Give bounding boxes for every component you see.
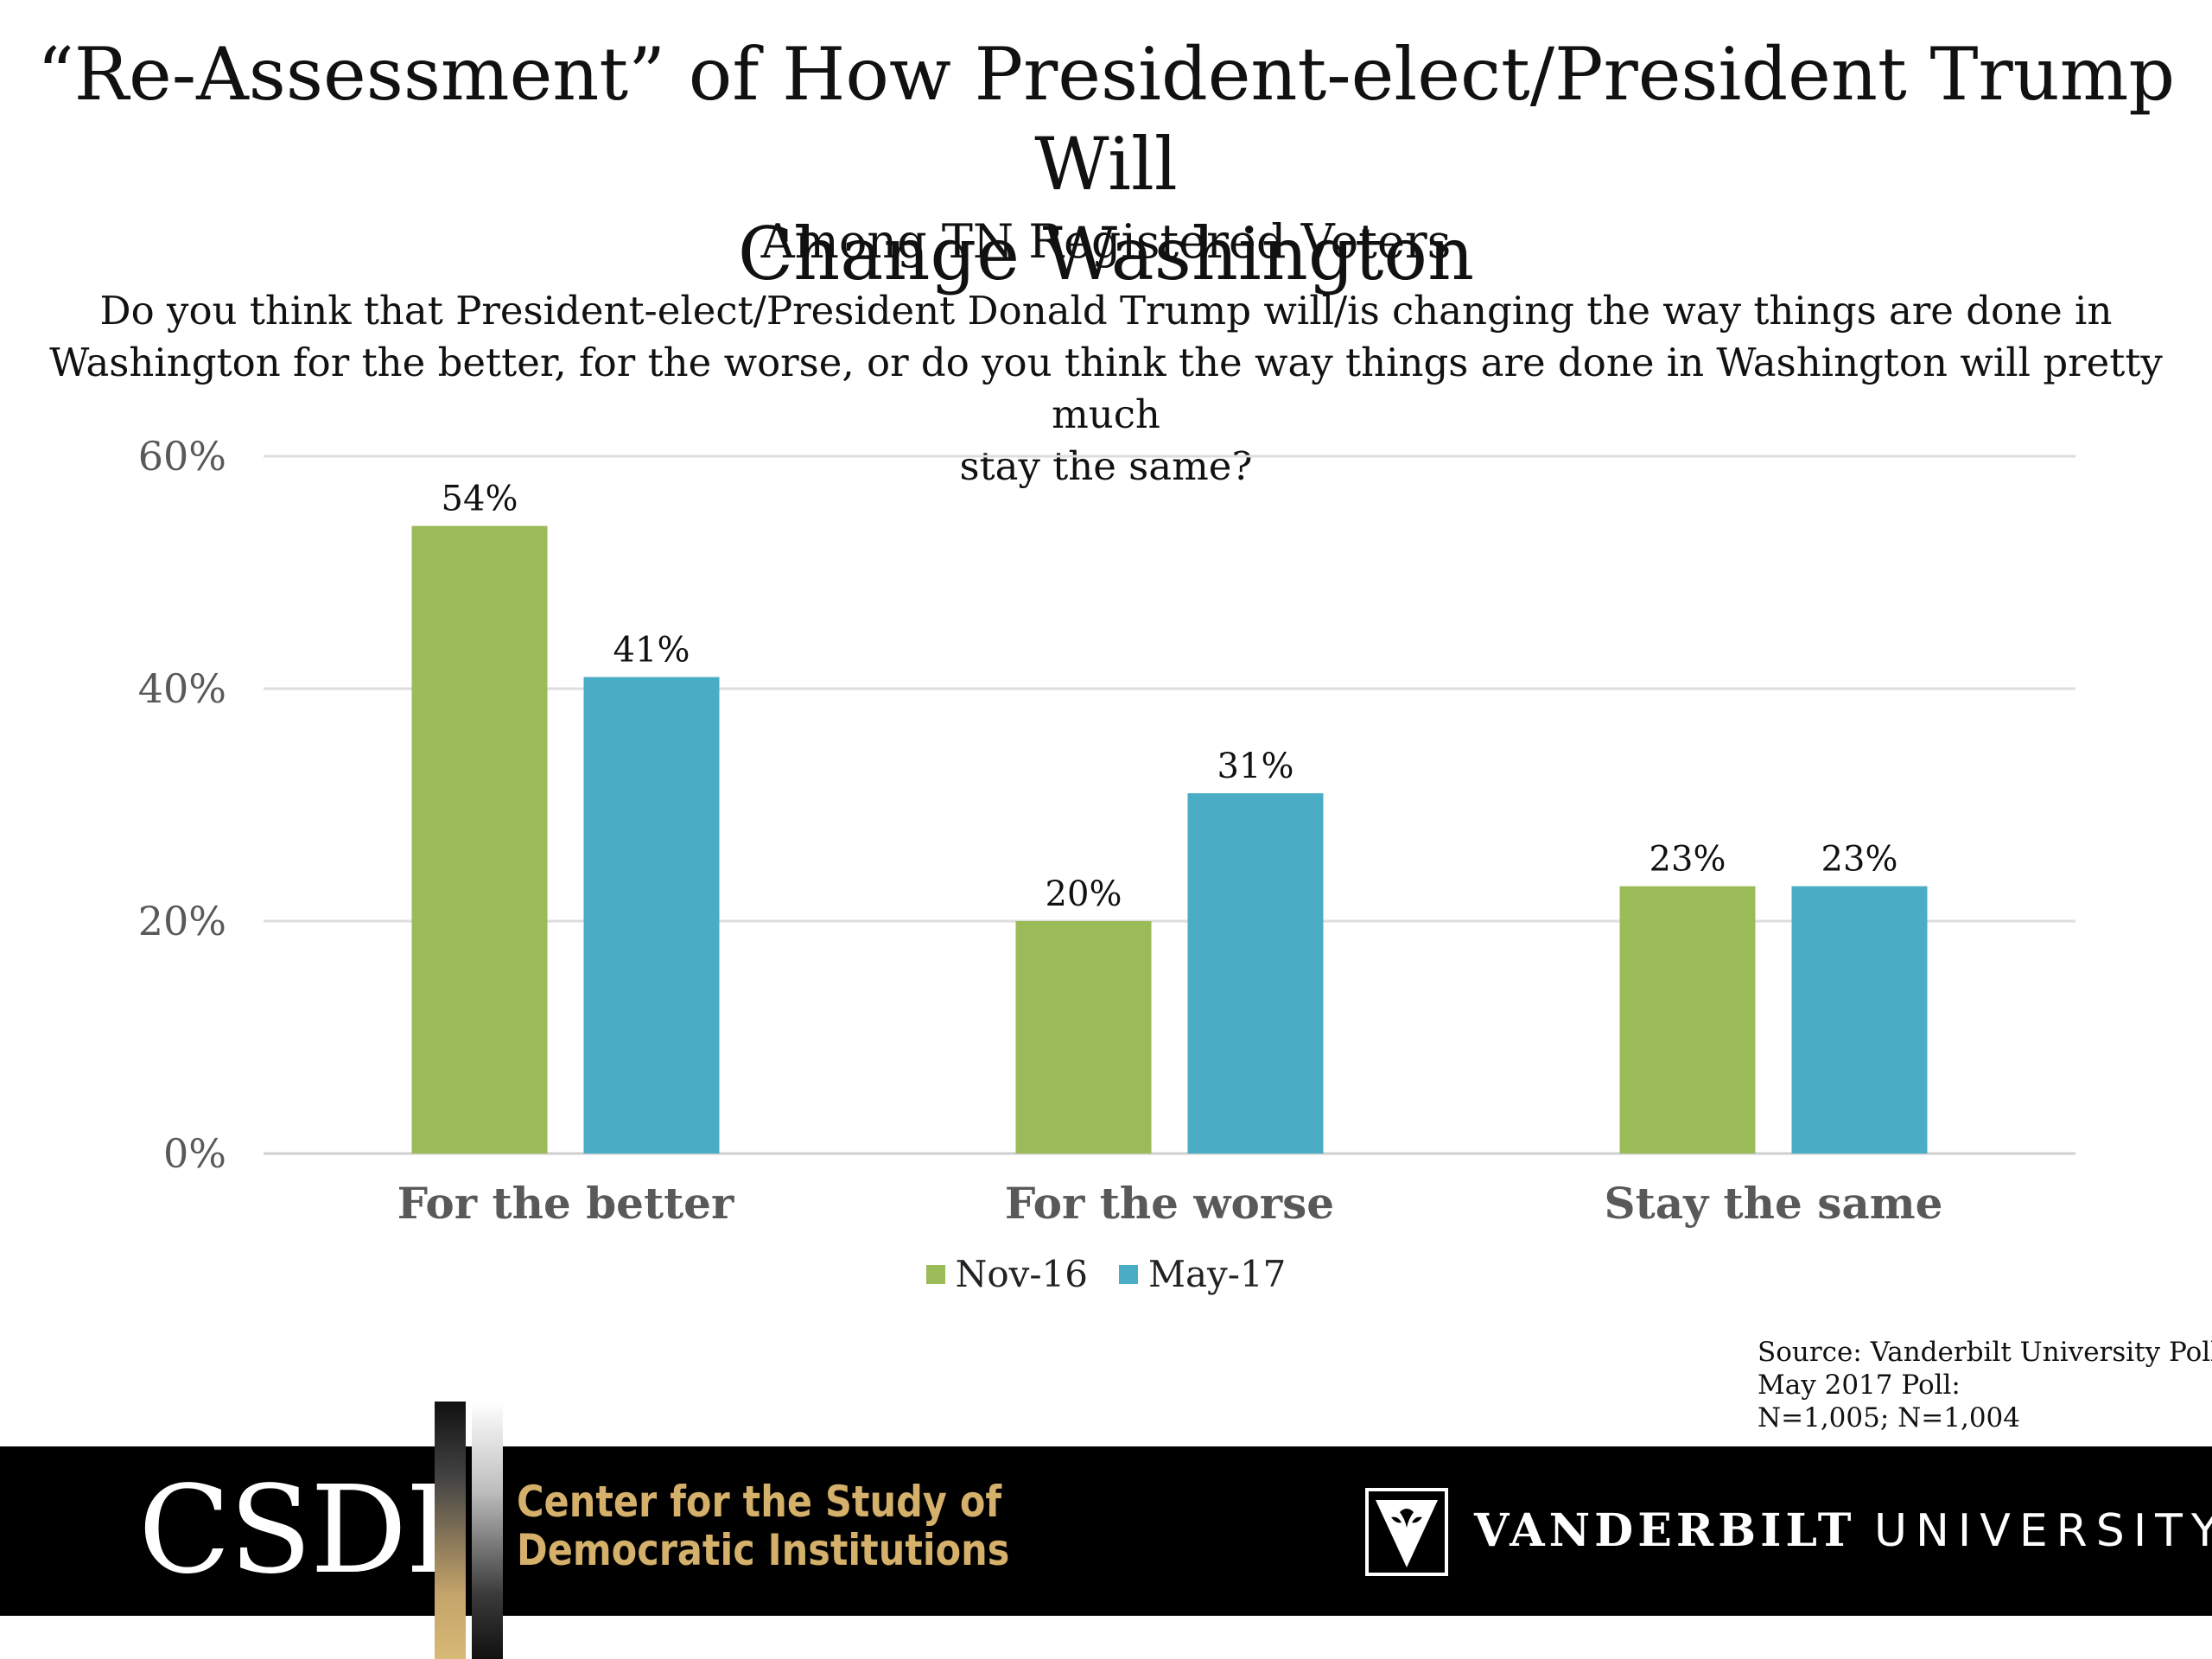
- vanderbilt-shield-icon: [1365, 1488, 1448, 1576]
- legend-item-may-17: May-17: [1118, 1253, 1287, 1295]
- bar-for-the-worse-nov-16: [1015, 921, 1152, 1154]
- legend-item-nov-16: Nov-16: [925, 1253, 1088, 1295]
- legend-label-may-17: May-17: [1147, 1253, 1287, 1295]
- question-line-2: Washington for the better, for the worse…: [49, 340, 2163, 437]
- vanderbilt-wordmark: VANDERBILT UNIVERSITY: [1474, 1504, 2212, 1558]
- legend-swatch-nov-16: [925, 1264, 945, 1284]
- legend-swatch-may-17: [1118, 1264, 1138, 1284]
- bar-stay-the-same-nov-16: [1619, 886, 1756, 1154]
- bar-chart: 0% 20% 40% 60% 54% 41% For the better 20% 31% For…: [138, 433, 2075, 1229]
- y-tick-label-20: 20%: [138, 898, 226, 944]
- y-tick-label-40: 40%: [138, 665, 226, 712]
- decorative-gradient-bar-gold: [435, 1402, 466, 1659]
- data-label-for-the-worse-nov-16: 20%: [1046, 874, 1122, 914]
- chart-subtitle: Among TN Registered Voters: [760, 214, 1452, 269]
- bar-for-the-better-may-17: [583, 677, 720, 1154]
- y-tick-label-0: 0%: [163, 1130, 226, 1177]
- csdi-name-line-1: Center for the Study of: [517, 1477, 1002, 1527]
- question-line-1: Do you think that President-elect/Presid…: [99, 288, 2113, 334]
- source-note: Source: Vanderbilt University Polls May …: [1758, 1336, 2212, 1434]
- x-tick-label-for-the-worse: For the worse: [1005, 1178, 1334, 1229]
- data-label-stay-the-same-may-17: 23%: [1821, 840, 1898, 880]
- decorative-gradient-bar-silver: [472, 1402, 503, 1659]
- vanderbilt-word: VANDERBILT: [1474, 1504, 1856, 1557]
- csdi-logo-text: CSDI: [138, 1460, 454, 1601]
- legend: Nov-16 May-17: [0, 1253, 2212, 1295]
- y-tick-label-60: 60%: [138, 433, 226, 480]
- csdi-name-line-2: Democratic Institutions: [517, 1525, 1010, 1575]
- data-label-for-the-better-may-17: 41%: [613, 631, 690, 671]
- title-line-1: “Re-Assessment” of How President-elect/P…: [36, 32, 2176, 207]
- university-word: UNIVERSITY: [1873, 1505, 2212, 1557]
- source-line-2: May 2017 Poll:: [1758, 1370, 1961, 1401]
- question-line-3: stay the same?: [959, 443, 1253, 489]
- source-line-3: N=1,005; N=1,004: [1758, 1402, 2020, 1433]
- x-tick-label-for-the-better: For the better: [397, 1178, 734, 1229]
- bar-for-the-worse-may-17: [1187, 793, 1324, 1154]
- title-line-2: Change Washington: [737, 212, 1475, 296]
- legend-label-nov-16: Nov-16: [955, 1253, 1088, 1295]
- data-label-for-the-better-nov-16: 54%: [442, 480, 518, 519]
- source-line-1: Source: Vanderbilt University Polls: [1758, 1337, 2212, 1368]
- data-label-for-the-worse-may-17: 31%: [1217, 747, 1294, 786]
- chart-title: “Re-Assessment” of How President-elect/P…: [35, 29, 2177, 299]
- x-tick-label-stay-the-same: Stay the same: [1605, 1178, 1943, 1229]
- bar-for-the-better-nov-16: [411, 525, 548, 1154]
- csdi-full-name: Center for the Study of Democratic Insti…: [517, 1478, 1009, 1574]
- survey-question: Do you think that President-elect/Presid…: [35, 285, 2177, 493]
- bar-stay-the-same-may-17: [1791, 886, 1928, 1154]
- footer-bar: [0, 1446, 2212, 1616]
- data-label-stay-the-same-nov-16: 23%: [1649, 840, 1726, 880]
